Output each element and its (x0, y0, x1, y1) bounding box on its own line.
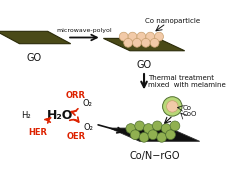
Circle shape (137, 32, 146, 41)
Text: HER: HER (28, 128, 48, 137)
Circle shape (157, 132, 167, 142)
Polygon shape (0, 31, 71, 44)
Text: Thermal treatment
mixed  with melamine: Thermal treatment mixed with melamine (148, 75, 226, 88)
Circle shape (139, 132, 149, 142)
Circle shape (141, 38, 150, 47)
Text: GO: GO (26, 53, 41, 64)
Text: Co/N−rGO: Co/N−rGO (129, 151, 180, 161)
Circle shape (148, 130, 158, 139)
Polygon shape (110, 128, 200, 141)
FancyArrowPatch shape (45, 118, 51, 123)
Text: Co nanoparticle: Co nanoparticle (145, 18, 200, 24)
Circle shape (170, 121, 180, 131)
Text: O₂: O₂ (83, 123, 93, 132)
Circle shape (126, 124, 136, 133)
Text: H₂O: H₂O (47, 109, 73, 122)
FancyArrowPatch shape (70, 117, 79, 122)
Circle shape (150, 38, 159, 47)
Circle shape (146, 32, 155, 41)
Circle shape (155, 32, 164, 41)
Circle shape (144, 124, 153, 133)
Text: O₂: O₂ (82, 99, 92, 108)
Text: GO: GO (137, 60, 152, 70)
Circle shape (166, 130, 175, 139)
Text: microwave-polyol: microwave-polyol (56, 28, 112, 33)
Circle shape (163, 97, 182, 116)
Circle shape (167, 101, 178, 112)
Circle shape (133, 38, 141, 47)
Circle shape (130, 130, 140, 139)
Circle shape (124, 38, 133, 47)
Circle shape (135, 121, 144, 131)
Text: CoO: CoO (183, 111, 197, 117)
Text: ORR: ORR (66, 91, 86, 100)
Text: OER: OER (66, 132, 86, 141)
Text: Co: Co (183, 105, 192, 111)
Circle shape (128, 32, 137, 41)
Text: H₂: H₂ (21, 111, 31, 120)
Circle shape (119, 32, 128, 41)
Circle shape (161, 124, 171, 133)
FancyArrowPatch shape (72, 109, 78, 115)
Polygon shape (103, 38, 185, 51)
Circle shape (152, 121, 162, 131)
